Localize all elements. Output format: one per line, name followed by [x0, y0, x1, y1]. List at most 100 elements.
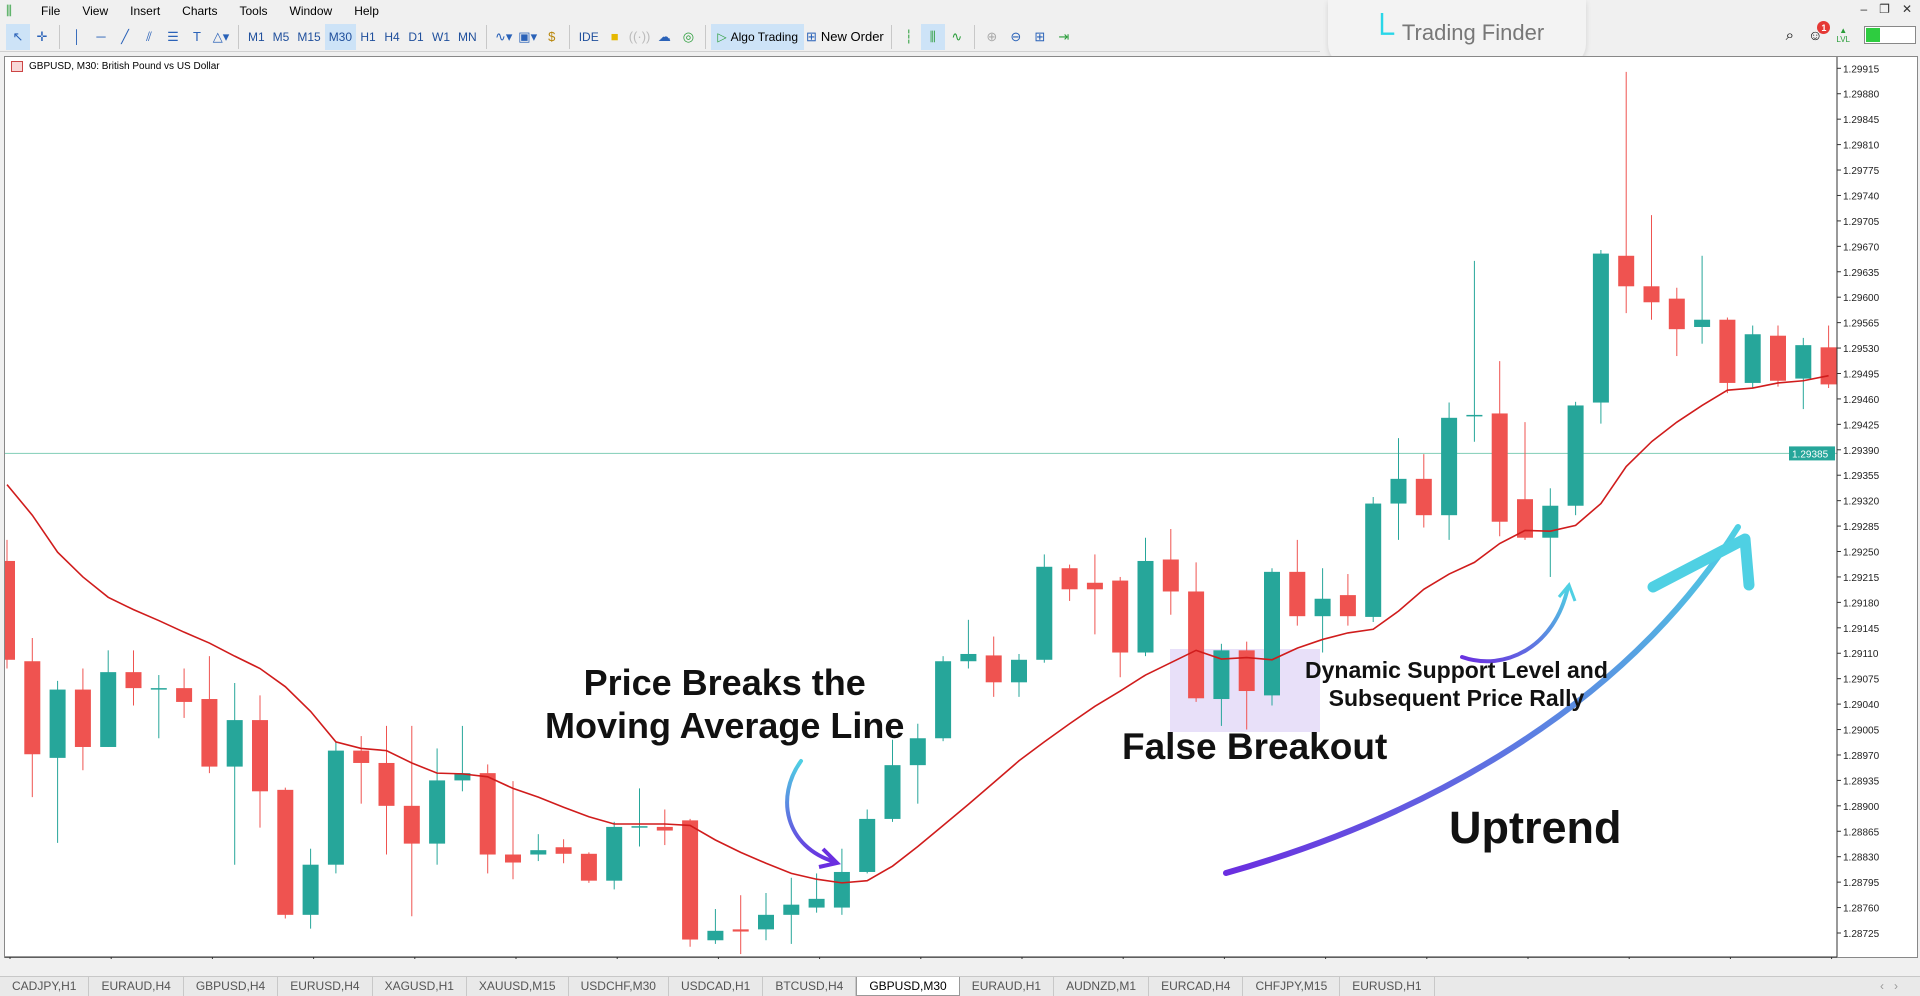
shapes-icon[interactable]: △▾: [212, 28, 230, 44]
current-price-tag: [1789, 446, 1835, 461]
restore-icon[interactable]: ❐: [1879, 2, 1890, 16]
menu-window[interactable]: Window: [289, 4, 333, 18]
right-toolbar: ⌕ ☺ 1 ▲ LVL: [1785, 21, 1916, 44]
chart-tab[interactable]: GBPUSD,H4: [184, 977, 279, 996]
text-icon[interactable]: T: [193, 29, 201, 44]
candle-body: [1086, 582, 1103, 590]
candle-body: [5, 560, 15, 660]
algo-trading-button[interactable]: ▷ Algo Trading: [711, 23, 804, 50]
cloud-icon[interactable]: ☁: [657, 28, 671, 44]
indicators-icon[interactable]: ∿▾: [494, 28, 513, 44]
price-tick-label: 1.29705: [1843, 217, 1880, 228]
chart-tab[interactable]: EURUSD,H1: [1340, 977, 1435, 996]
bearish-candle: [252, 695, 268, 828]
price-tick-label: 1.29250: [1843, 548, 1880, 559]
chart-shift-icon[interactable]: ⇥: [1058, 28, 1070, 44]
chart-tab[interactable]: USDCAD,H1: [669, 977, 764, 996]
false-breakout-annotation: False Breakout: [1122, 726, 1388, 767]
candle-body: [631, 826, 648, 828]
chart-tab[interactable]: EURCAD,H4: [1149, 977, 1244, 996]
bearish-candle: [125, 650, 142, 706]
chart-tab[interactable]: CHFJPY,M15: [1243, 977, 1341, 996]
tile-windows-icon[interactable]: ⊞: [1034, 28, 1046, 44]
market-bag-icon[interactable]: ■: [610, 29, 619, 44]
signals-dollar-icon[interactable]: $: [548, 29, 556, 44]
bullish-candle: [1795, 337, 1812, 410]
timeframe-h1[interactable]: H1: [360, 29, 376, 44]
zoom-in-icon[interactable]: ⊕: [986, 28, 998, 44]
bullish-candle: [859, 809, 876, 874]
candle-body: [1567, 405, 1584, 506]
signal-broadcast-icon[interactable]: ((·)): [628, 29, 651, 44]
uptrend-annotation: Uptrend: [1449, 802, 1622, 853]
chart-tab[interactable]: BTCUSD,H4: [763, 977, 857, 996]
templates-icon[interactable]: ▣▾: [518, 28, 538, 44]
channel-icon[interactable]: ⫽: [146, 28, 152, 44]
timeframe-w1[interactable]: W1: [432, 29, 451, 44]
algo-trading-label: Algo Trading: [730, 29, 798, 44]
menu-help[interactable]: Help: [354, 4, 379, 18]
bullish-candle: [100, 650, 117, 747]
fibonacci-icon[interactable]: ☰: [167, 28, 179, 44]
price-tick-label: 1.28970: [1843, 751, 1880, 762]
price-chart[interactable]: 1.29915 1.29880 1.29845 1.29810 1.29775 1.297…: [5, 57, 1919, 959]
vps-icon[interactable]: ◎: [682, 28, 695, 44]
menu-file[interactable]: File: [41, 4, 61, 18]
tab-scroll-arrows-icon[interactable]: ‹›: [1880, 979, 1908, 993]
timeframe-mn[interactable]: MN: [458, 29, 477, 44]
bullish-candle: [454, 725, 471, 792]
chart-tab[interactable]: EURAUD,H1: [960, 977, 1055, 996]
menu-view[interactable]: View: [82, 4, 109, 18]
candle-body: [859, 818, 876, 872]
chart-tab[interactable]: EURUSD,H4: [278, 977, 373, 996]
notifications-button[interactable]: ☺ 1: [1808, 21, 1831, 43]
candle-body: [1162, 559, 1179, 592]
bearish-candle: [1618, 71, 1635, 314]
new-order-button[interactable]: ⊞ New Order: [804, 24, 886, 50]
candlestick-chart-icon[interactable]: ⫼: [920, 23, 945, 50]
timeframe-m1[interactable]: M1: [248, 29, 265, 44]
menu-tools[interactable]: Tools: [239, 4, 268, 18]
line-chart-icon[interactable]: ∿: [951, 28, 963, 44]
timeframe-h4[interactable]: H4: [384, 29, 400, 44]
chart-window[interactable]: GBPUSD, M30: British Pound vs US Dollar …: [4, 56, 1919, 959]
menu-insert[interactable]: Insert: [130, 4, 161, 18]
close-icon[interactable]: ✕: [1901, 2, 1912, 16]
bullish-candle: [707, 909, 724, 944]
price-tick-label: 1.29670: [1843, 242, 1880, 253]
bullish-candle: [1694, 255, 1711, 344]
chart-tab[interactable]: XAUUSD,M15: [467, 977, 569, 996]
candle-body: [201, 699, 218, 767]
search-icon[interactable]: ⌕: [1785, 26, 1795, 44]
chart-tab[interactable]: USDCHF,M30: [569, 977, 669, 996]
candle-body: [1061, 568, 1078, 590]
timeframe-d1[interactable]: D1: [408, 29, 424, 44]
candle-body: [1365, 503, 1382, 617]
chart-tab[interactable]: CADJPY,H1: [0, 977, 90, 996]
timeframe-m5[interactable]: M5: [272, 29, 290, 44]
zoom-out-icon[interactable]: ⊖: [1010, 28, 1022, 44]
bullish-candle: [1213, 643, 1230, 726]
price-tick-label: 1.29110: [1843, 649, 1879, 660]
menu-charts[interactable]: Charts: [182, 4, 218, 18]
price-tick-label: 1.29740: [1843, 191, 1880, 202]
bullish-candle: [783, 877, 800, 944]
chart-tab[interactable]: AUDNZD,M1: [1054, 977, 1150, 996]
minimize-icon[interactable]: –: [1860, 2, 1868, 16]
ide-button[interactable]: IDE: [578, 29, 599, 44]
cursor-icon[interactable]: ↖: [6, 23, 30, 50]
timeframe-m30[interactable]: M30: [324, 23, 357, 50]
chart-tab[interactable]: EURAUD,H4: [89, 977, 184, 996]
bullish-candle: [1744, 325, 1761, 389]
crosshair-icon[interactable]: ✛: [36, 28, 48, 44]
horizontal-line-icon[interactable]: ─: [96, 29, 106, 44]
timeframe-m15[interactable]: M15: [297, 29, 321, 44]
lvl-icon[interactable]: ▲ LVL: [1836, 26, 1850, 44]
bearish-candle: [74, 668, 91, 771]
bar-chart-icon[interactable]: ┆: [904, 28, 913, 44]
trendline-icon[interactable]: ╱: [121, 28, 129, 44]
menu-bar: ⫼ File View Insert Charts Tools Window H…: [0, 0, 1920, 22]
chart-tab[interactable]: GBPUSD,M30: [856, 977, 960, 996]
vertical-line-icon[interactable]: │: [72, 29, 82, 44]
chart-tab[interactable]: XAGUSD,H1: [373, 977, 467, 996]
